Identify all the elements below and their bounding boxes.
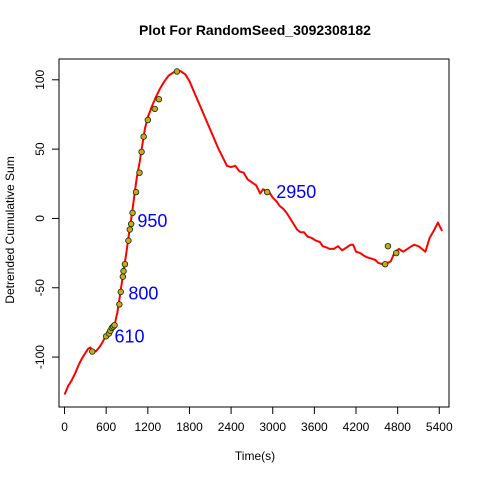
annotation-label: 950 — [137, 211, 167, 231]
x-tick-label: 0 — [61, 420, 68, 434]
y-axis-label: Detrended Cumulative Sum — [3, 156, 17, 303]
data-point-marker — [132, 188, 140, 196]
x-tick-label: 4200 — [343, 420, 370, 434]
y-axis: -100 -50 0 50 100 — [33, 69, 60, 369]
data-point-marker — [140, 133, 147, 140]
x-tick-label: 5400 — [426, 420, 453, 434]
marker-layer — [89, 68, 400, 355]
x-tick-label: 3000 — [259, 420, 286, 434]
data-point-marker — [111, 321, 118, 329]
annotation-label: 800 — [128, 283, 158, 303]
x-tick-label: 1800 — [176, 420, 203, 434]
data-point-marker — [173, 68, 181, 75]
x-tick-label: 4800 — [384, 420, 411, 434]
y-tick-label: -100 — [33, 345, 47, 369]
chart-title: Plot For RandomSeed_3092308182 — [139, 22, 371, 38]
x-axis: 0 600 1200 1800 2400 3000 3600 4200 4800 5400 — [61, 406, 453, 434]
x-tick-label: 600 — [96, 420, 116, 434]
annotation-label: 610 — [115, 326, 145, 346]
x-tick-label: 3600 — [301, 420, 328, 434]
data-point-marker — [117, 288, 124, 296]
data-point-marker — [89, 348, 96, 355]
data-point-marker — [384, 242, 392, 250]
plot-frame — [58, 58, 450, 408]
data-point-marker — [393, 249, 400, 257]
annotation-label: 2950 — [276, 182, 316, 202]
data-point-marker — [116, 301, 123, 308]
y-tick-label: 0 — [33, 215, 47, 222]
y-tick-label: 100 — [33, 69, 47, 89]
data-point-marker — [144, 116, 152, 124]
data-point-marker — [136, 169, 143, 176]
data-point-marker — [381, 260, 389, 268]
data-point-marker — [127, 220, 135, 228]
data-point-marker — [125, 237, 132, 244]
series-layer — [63, 69, 443, 395]
y-tick-label: 50 — [33, 142, 47, 156]
data-point-marker — [119, 273, 127, 280]
data-point-marker — [263, 188, 271, 196]
x-tick-label: 1200 — [134, 420, 161, 434]
x-axis-label: Time(s) — [235, 449, 275, 463]
data-point-marker — [126, 226, 133, 233]
series-line — [63, 69, 443, 395]
data-point-marker — [155, 96, 163, 103]
data-point-marker — [120, 267, 127, 275]
y-tick-label: -50 — [33, 279, 47, 297]
data-point-marker — [121, 260, 129, 268]
x-tick-label: 2400 — [218, 420, 245, 434]
data-point-marker — [129, 209, 136, 217]
data-point-marker — [151, 105, 158, 113]
data-point-marker — [138, 148, 145, 156]
annotation-layer: 610 800 950 2950 — [115, 182, 317, 346]
